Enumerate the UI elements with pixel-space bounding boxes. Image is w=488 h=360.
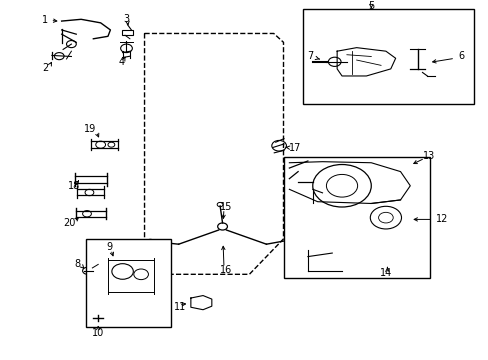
Text: 6: 6 <box>457 51 463 61</box>
Text: 14: 14 <box>379 267 391 278</box>
Text: 12: 12 <box>435 215 447 224</box>
Text: 1: 1 <box>41 15 47 25</box>
Text: 8: 8 <box>74 259 80 269</box>
Text: 9: 9 <box>106 242 112 252</box>
Text: 10: 10 <box>92 328 104 338</box>
Text: 13: 13 <box>422 151 434 161</box>
Text: 17: 17 <box>289 143 301 153</box>
Text: 18: 18 <box>67 181 80 191</box>
Text: 2: 2 <box>42 63 49 73</box>
Text: 3: 3 <box>122 14 129 24</box>
Polygon shape <box>190 296 211 310</box>
Bar <box>86 239 171 328</box>
Bar <box>303 9 473 104</box>
Text: 7: 7 <box>306 51 313 61</box>
Text: 19: 19 <box>83 124 96 134</box>
Polygon shape <box>336 48 395 76</box>
Text: 4: 4 <box>118 57 124 67</box>
Polygon shape <box>289 162 409 203</box>
Text: 5: 5 <box>367 1 374 11</box>
Text: 16: 16 <box>220 265 232 275</box>
Text: 15: 15 <box>219 202 232 212</box>
Text: 11: 11 <box>173 302 185 312</box>
Bar <box>283 157 429 278</box>
Text: 20: 20 <box>62 218 75 228</box>
Bar <box>122 30 133 35</box>
